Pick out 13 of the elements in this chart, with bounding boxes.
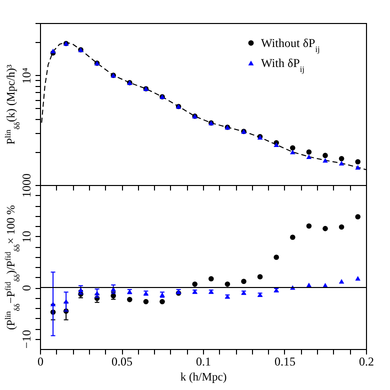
x-tick-label: 0.05 (112, 354, 132, 368)
y-tick-label: 10⁴ (20, 68, 34, 84)
y-tick-label: −10 (20, 330, 34, 349)
legend-label: With δP$_{ij}$ (261, 56, 304, 74)
x-tick-label: 0 (38, 354, 44, 368)
x-tick-label: 0.1 (196, 354, 211, 368)
legend-label: Without δP$_{ij}$ (261, 36, 320, 54)
x-tick-label: 0.15 (274, 354, 296, 368)
y-tick-label: 1000 (20, 174, 34, 198)
y-tick-label: 0 (20, 285, 34, 291)
x-tick-label: 0.2 (359, 354, 374, 368)
x-axis-title: k (h/Mpc) (180, 372, 227, 384)
y-tick-label: 10 (20, 230, 34, 243)
